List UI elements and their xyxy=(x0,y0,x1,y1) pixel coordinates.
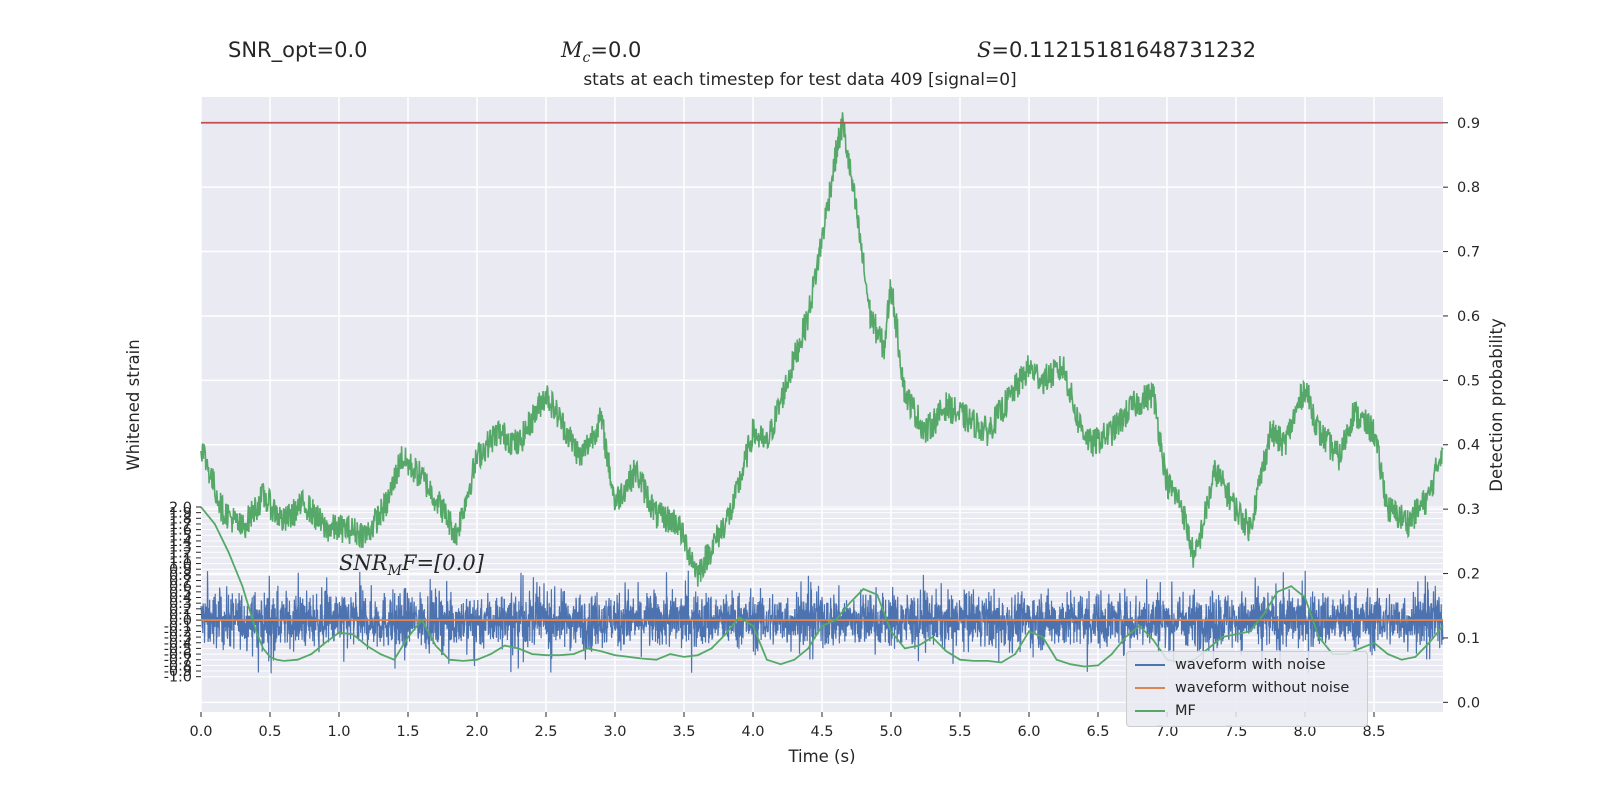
snr-mf-value: F=[0.0] xyxy=(401,551,484,575)
chirp-mass-value: =0.0 xyxy=(590,38,642,62)
s-stat: S=0.11215181648731232 xyxy=(977,38,1256,62)
x-tick-label: 8.0 xyxy=(1293,724,1316,740)
snr-mf-symbol: SNR xyxy=(339,551,388,575)
strain-axis-ticks: -1.0-0.9-0.8-0.7-0.6-0.5-0.4-0.3-0.2-0.1… xyxy=(164,500,201,686)
strain-tick-label: -0.1 xyxy=(164,619,192,635)
legend-entry-waveform-without-noise: waveform without noise xyxy=(1135,677,1349,699)
x-tick-label: 4.5 xyxy=(810,724,833,740)
strain-tick-label: 0.8 xyxy=(169,568,192,584)
x-tick-label: 1.5 xyxy=(396,724,419,740)
strain-tick-label: 2.0 xyxy=(169,500,192,516)
strain-tick-label: 1.8 xyxy=(169,511,192,527)
x-tick-label: 5.5 xyxy=(948,724,971,740)
detection-prob-axis-label: Detection probability xyxy=(1487,318,1506,492)
x-tick-label: 7.5 xyxy=(1224,724,1247,740)
legend-entry-mf: MF xyxy=(1135,700,1196,722)
x-tick-label: 3.5 xyxy=(672,724,695,740)
x-tick-label: 5.0 xyxy=(879,724,902,740)
strain-tick-label: 1.9 xyxy=(169,506,192,522)
x-tick-label: 6.0 xyxy=(1017,724,1040,740)
y-tick-label: 0.6 xyxy=(1457,309,1480,325)
legend-swatch-green xyxy=(1135,710,1165,712)
strain-tick-label: -0.9 xyxy=(164,664,192,680)
snr-mf-annotation: SNRMF=[0.0] xyxy=(339,551,484,579)
chirp-mass-stat: Mc=0.0 xyxy=(561,38,641,66)
strain-tick-label: 0.0 xyxy=(169,613,192,629)
waveform-with-noise-line xyxy=(200,570,1444,674)
y-tick-label: 0.0 xyxy=(1457,695,1480,711)
strain-tick-label: -0.4 xyxy=(164,636,192,652)
x-axis-ticks: 0.0 0.5 1.0 1.5 2.0 2.5 3.0 3.5 4.0 4.5 5.0 5.5 6.0 6… xyxy=(189,712,1386,740)
x-tick-label: 0.5 xyxy=(258,724,281,740)
strain-tick-label: 1.6 xyxy=(169,523,192,539)
y-tick-label: 0.5 xyxy=(1457,373,1480,389)
strain-tick-label: 1.0 xyxy=(169,557,192,573)
chirp-mass-subscript: c xyxy=(582,50,591,67)
x-tick-label: 0.0 xyxy=(189,724,212,740)
strain-tick-label: 0.6 xyxy=(169,579,192,595)
x-tick-label: 6.5 xyxy=(1086,724,1109,740)
legend-label: MF xyxy=(1175,703,1196,719)
s-value: =0.11215181648731232 xyxy=(991,38,1257,62)
strain-tick-label: 0.4 xyxy=(169,591,192,607)
s-symbol: S xyxy=(977,38,992,62)
strain-tick-label: -0.3 xyxy=(164,630,192,646)
strain-tick-label: 0.7 xyxy=(169,574,192,590)
y-tick-label: 0.3 xyxy=(1457,502,1480,518)
strain-tick-label: -0.8 xyxy=(164,658,192,674)
x-tick-label: 2.5 xyxy=(534,724,557,740)
strain-tick-label: -0.2 xyxy=(164,624,192,640)
strain-tick-label: 0.2 xyxy=(169,602,192,618)
y-tick-label: 0.4 xyxy=(1457,438,1480,454)
strain-tick-label: -1.0 xyxy=(164,670,192,686)
strain-series-layer xyxy=(200,506,1444,674)
chart-title: stats at each timestep for test data 409… xyxy=(583,70,1017,90)
chirp-mass-symbol: M xyxy=(561,38,583,62)
mf-line xyxy=(200,506,1444,668)
detection-probability-line xyxy=(200,112,1444,587)
strain-tick-label: 1.3 xyxy=(169,540,192,556)
x-tick-label: 3.0 xyxy=(603,724,626,740)
strain-tick-label: -0.7 xyxy=(164,653,192,669)
legend-label: waveform without noise xyxy=(1175,680,1350,696)
snr-mf-subscript: M xyxy=(387,563,402,580)
x-tick-label: 2.0 xyxy=(465,724,488,740)
x-tick-label: 4.0 xyxy=(741,724,764,740)
strain-tick-label: 0.9 xyxy=(169,562,192,578)
strain-tick-label: 1.2 xyxy=(169,545,192,561)
x-tick-label: 8.5 xyxy=(1362,724,1385,740)
legend: waveform with noise waveform without noi… xyxy=(1126,651,1368,727)
y-tick-label: 0.2 xyxy=(1457,567,1480,583)
legend-label: waveform with noise xyxy=(1175,657,1326,673)
legend-entry-waveform-with-noise: waveform with noise xyxy=(1135,654,1326,676)
strain-tick-label: 1.1 xyxy=(169,551,192,567)
strain-tick-label: 1.5 xyxy=(169,528,192,544)
y-tick-label: 0.9 xyxy=(1457,116,1480,132)
x-tick-label: 1.0 xyxy=(327,724,350,740)
strain-tick-label: -0.5 xyxy=(164,641,192,657)
legend-swatch-orange xyxy=(1135,687,1165,689)
y-tick-label: 0.1 xyxy=(1457,631,1480,647)
x-axis-label: Time (s) xyxy=(787,747,855,766)
legend-swatch-blue xyxy=(1135,664,1165,666)
y-tick-label: 0.8 xyxy=(1457,180,1480,196)
strain-tick-label: 0.5 xyxy=(169,585,192,601)
snr-opt-stat: SNR_opt=0.0 xyxy=(228,38,368,62)
strain-tick-label: -0.6 xyxy=(164,647,192,663)
strain-axis-label: Whitened strain xyxy=(124,339,143,470)
strain-tick-label: 0.3 xyxy=(169,596,192,612)
strain-tick-label: 1.7 xyxy=(169,517,192,533)
probability-series-layer xyxy=(200,112,1444,587)
strain-tick-label: 1.4 xyxy=(169,534,192,550)
strain-tick-label: 0.1 xyxy=(169,607,192,623)
x-tick-label: 7.0 xyxy=(1155,724,1178,740)
y-tick-label: 0.7 xyxy=(1457,245,1480,261)
detection-prob-axis-ticks: 0.0 0.1 0.2 0.3 0.4 0.5 0.6 0.7 0.8 0.9 xyxy=(1443,116,1480,711)
